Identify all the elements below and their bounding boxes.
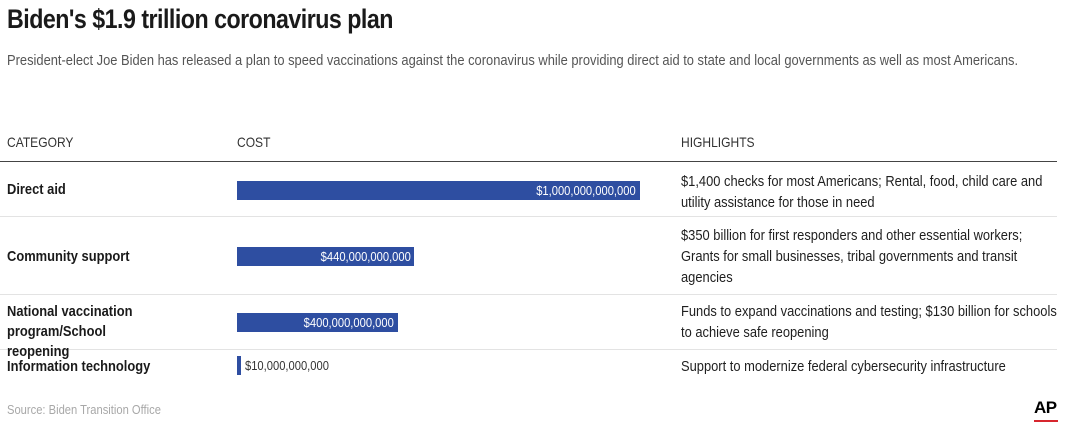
highlight-text: $1,400 checks for most Americans; Rental… <box>681 173 1043 211</box>
cost-bar <box>237 313 399 332</box>
category-label: Direct aid <box>7 181 66 198</box>
cost-value-label: $10,000,000,000 <box>245 358 329 373</box>
chart-title: Biden's $1.9 trillion coronavirus plan <box>7 4 393 34</box>
highlight-text: Support to modernize federal cybersecuri… <box>681 358 1006 375</box>
row-divider <box>0 294 1057 295</box>
highlights-column-header: HIGHLIGHTS <box>681 134 755 150</box>
ap-logo: AP <box>1034 398 1057 417</box>
cost-bar <box>237 247 415 266</box>
cost-bar <box>237 181 640 200</box>
category-label: Community support <box>7 248 130 265</box>
chart-subtitle: President-elect Joe Biden has released a… <box>7 52 1019 69</box>
category-label: Information technology <box>7 358 151 375</box>
category-column-header: CATEGORY <box>7 134 74 150</box>
row-divider <box>0 349 1057 350</box>
highlight-text: Funds to expand vaccinations and testing… <box>681 303 1057 341</box>
highlight-text: $350 billion for first responders and ot… <box>681 227 1023 286</box>
cost-value-label: $1,000,000,000,000 <box>536 183 636 198</box>
header-divider <box>0 161 1057 162</box>
cost-bar <box>237 356 242 375</box>
ap-logo-accent <box>1034 420 1058 422</box>
cost-value-label: $440,000,000,000 <box>320 249 411 264</box>
cost-value-label: $400,000,000,000 <box>304 315 395 330</box>
category-label: National vaccination program/School reop… <box>7 303 133 360</box>
cost-column-header: COST <box>237 134 271 150</box>
row-divider <box>0 216 1057 217</box>
source-note: Source: Biden Transition Office <box>7 402 161 417</box>
